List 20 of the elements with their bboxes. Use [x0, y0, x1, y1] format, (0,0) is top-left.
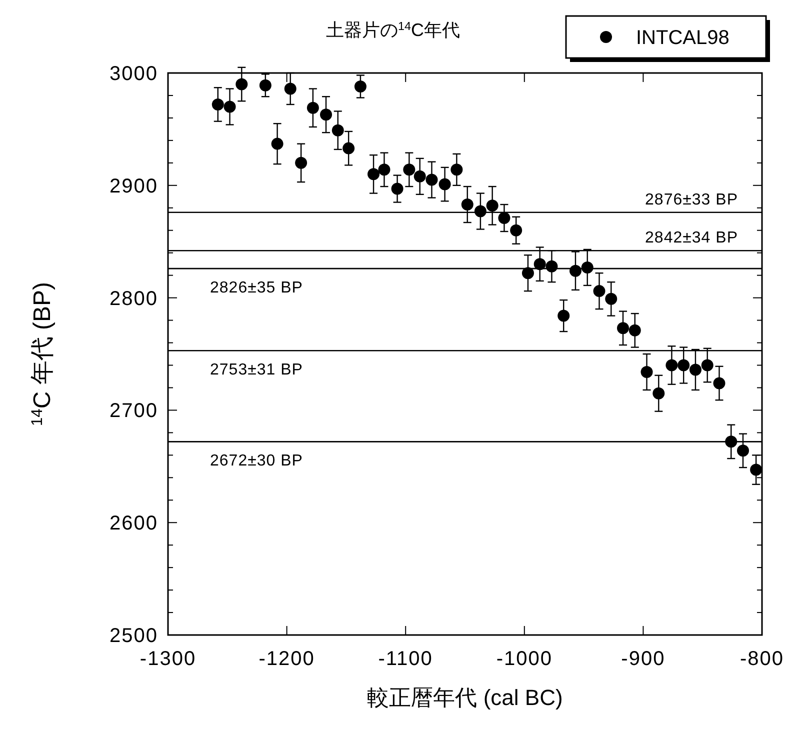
y-tick-label: 2500	[110, 625, 158, 647]
ref-line-label: 2826±35 BP	[210, 280, 303, 297]
x-tick-label: -800	[740, 648, 784, 670]
chart-title: 土器片の$^{14}$C年代	[326, 20, 460, 40]
y-tick-label: 2800	[110, 288, 158, 310]
y-tick-label: 2700	[110, 400, 158, 422]
ref-line-label: 2753±31 BP	[210, 362, 303, 379]
x-tick-label: -900	[621, 648, 666, 670]
x-tick-label: -1100	[378, 648, 433, 670]
y-tick-label: 2900	[110, 175, 158, 198]
x-tick-label: -1300	[140, 648, 196, 670]
x-axis-title: 較正暦年代 (cal BC)	[367, 685, 563, 710]
x-tick-label: -1200	[258, 648, 315, 670]
y-tick-label: 3000	[110, 63, 158, 85]
x-tick-label: -1000	[496, 648, 552, 670]
ref-line-label: 2672±30 BP	[210, 452, 303, 470]
ref-line-label: 2842±34 BP	[645, 230, 738, 247]
y-tick-label: 2600	[110, 512, 158, 535]
text: INTCAL98	[636, 27, 730, 49]
ref-line-label: 2876±33 BP	[645, 191, 738, 208]
